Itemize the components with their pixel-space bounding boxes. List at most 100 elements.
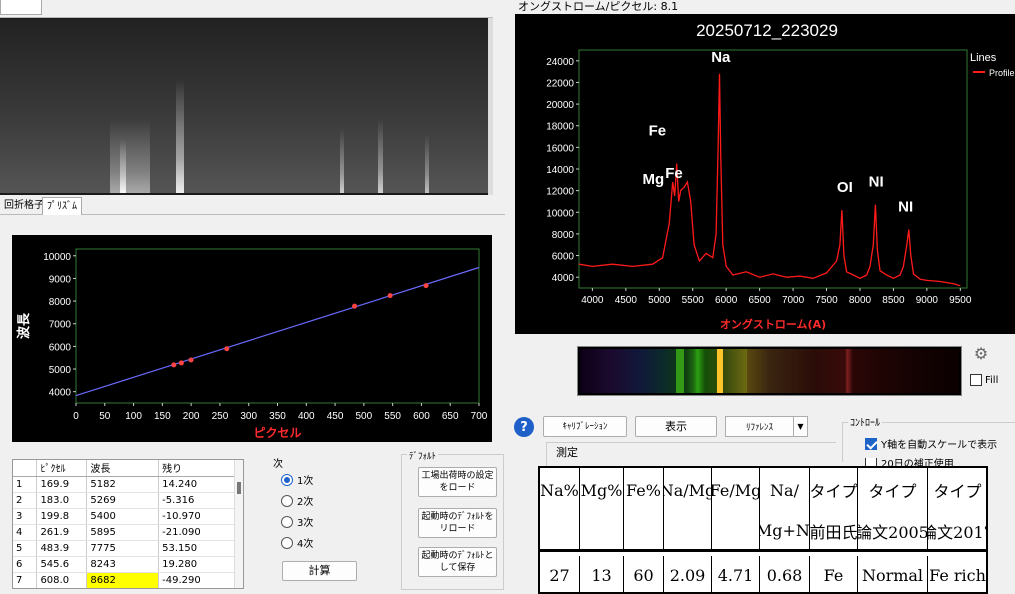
table-cell[interactable]: 5269 bbox=[86, 492, 160, 509]
radio-dot[interactable] bbox=[281, 515, 293, 528]
table-row[interactable]: 2 183.0 5269 -5.316 bbox=[13, 492, 235, 509]
table-cell[interactable]: 53.150 bbox=[158, 540, 235, 557]
chevron-down-icon[interactable]: ▼ bbox=[793, 417, 807, 436]
radio-label: 4次 bbox=[297, 539, 314, 550]
x-tick-label: 9000 bbox=[916, 295, 939, 306]
checkbox-box[interactable] bbox=[865, 437, 877, 450]
legend-title: Lines bbox=[970, 52, 997, 64]
y-tick-label: 6000 bbox=[552, 252, 575, 263]
radio-dot[interactable] bbox=[281, 536, 293, 549]
table-cell[interactable]: 483.9 bbox=[36, 540, 88, 557]
measurement-cell: Normal bbox=[858, 556, 928, 592]
reload-startup-defaults-button[interactable]: 起動時のﾃﾞﾌｫﾙﾄをリロード bbox=[418, 508, 497, 538]
display-button[interactable]: 表示 bbox=[635, 416, 717, 437]
order-option-4[interactable]: 4次 bbox=[281, 532, 313, 553]
table-cell[interactable]: 199.8 bbox=[36, 508, 88, 525]
tab-grating[interactable]: 回折格子 bbox=[4, 200, 44, 211]
table-cell[interactable]: 3 bbox=[13, 508, 38, 525]
x-tick-label: 350 bbox=[269, 411, 286, 422]
table-row[interactable]: 7 608.0 8682 -49.290 bbox=[13, 572, 235, 588]
table-cell[interactable]: 608.0 bbox=[36, 572, 88, 588]
radio-label: 1次 bbox=[297, 476, 314, 487]
radio-dot[interactable] bbox=[281, 473, 293, 486]
y-axis-label: 波長 bbox=[16, 312, 32, 339]
help-icon[interactable]: ? bbox=[514, 417, 534, 437]
scrollbar-thumb[interactable] bbox=[237, 482, 241, 494]
column-header[interactable]: 残り bbox=[158, 460, 235, 477]
radio-dot[interactable] bbox=[281, 494, 293, 507]
measure-group bbox=[546, 442, 836, 466]
load-factory-defaults-button[interactable]: 工場出荷時の設定をロード bbox=[418, 467, 497, 497]
table-cell[interactable]: -5.316 bbox=[158, 492, 235, 509]
calibration-point bbox=[188, 357, 194, 363]
measurement-cell: Na% bbox=[540, 468, 580, 512]
x-tick-label: 400 bbox=[298, 411, 315, 422]
y-tick-label: 4000 bbox=[49, 388, 72, 399]
table-row[interactable]: 3 199.8 5400 -10.970 bbox=[13, 508, 235, 525]
table-cell[interactable]: 8682 bbox=[86, 572, 160, 588]
table-cell[interactable]: 7 bbox=[13, 572, 38, 588]
table-row[interactable]: 4 261.9 5895 -21.090 bbox=[13, 524, 235, 541]
table-row[interactable]: 5 483.9 7775 53.150 bbox=[13, 540, 235, 557]
calibration-point bbox=[423, 283, 429, 289]
fill-checkbox[interactable]: Fill bbox=[970, 374, 998, 386]
table-row[interactable]: 6 545.6 8243 19.280 bbox=[13, 556, 235, 573]
order-radio-group: 1次 2次 3次 4次 bbox=[281, 469, 313, 553]
y-tick-label: 12000 bbox=[546, 187, 574, 198]
fill-label: Fill bbox=[985, 374, 999, 386]
table-cell[interactable]: 169.9 bbox=[36, 476, 88, 493]
calibration-button[interactable]: ｷｬﾘﾌﾞﾚｰｼｮﾝ bbox=[543, 416, 627, 437]
fit-line bbox=[75, 266, 480, 397]
spectrum-image-view bbox=[0, 0, 493, 195]
table-cell[interactable]: 183.0 bbox=[36, 492, 88, 509]
plot-area bbox=[578, 49, 968, 289]
tab-prism[interactable]: ﾌﾟﾘｽﾞﾑ bbox=[42, 197, 82, 215]
column-header[interactable] bbox=[13, 460, 38, 477]
profile-series-line bbox=[578, 73, 961, 287]
table-cell[interactable]: 7775 bbox=[86, 540, 160, 557]
table-cell[interactable]: 4 bbox=[13, 524, 38, 541]
column-header[interactable]: 波長 bbox=[86, 460, 160, 477]
reference-label: ﾘﾌｧﾚﾝｽ bbox=[745, 423, 773, 433]
save-startup-defaults-button[interactable]: 起動時のﾃﾞﾌｫﾙﾄとして保存 bbox=[418, 547, 497, 577]
table-cell[interactable]: 261.9 bbox=[36, 524, 88, 541]
image-scrollbar[interactable] bbox=[488, 18, 493, 195]
x-tick-label: 50 bbox=[99, 411, 111, 422]
x-tick-label: 250 bbox=[212, 411, 229, 422]
table-cell[interactable]: 19.280 bbox=[158, 556, 235, 573]
table-cell[interactable]: 8243 bbox=[86, 556, 160, 573]
table-cell[interactable]: 545.6 bbox=[36, 556, 88, 573]
auto-scale-checkbox[interactable]: Y軸を自動スケールで表示 bbox=[865, 436, 997, 451]
reference-dropdown[interactable]: ﾘﾌｧﾚﾝｽ ▼ bbox=[725, 416, 808, 437]
table-cell[interactable]: 1 bbox=[13, 476, 38, 493]
y-tick-label: 18000 bbox=[546, 122, 574, 133]
measurement-cell: 27 bbox=[540, 556, 580, 592]
x-tick-label: 6000 bbox=[715, 295, 738, 306]
measurement-cell: 60 bbox=[624, 556, 664, 592]
table-cell[interactable]: 6 bbox=[13, 556, 38, 573]
checkbox-box[interactable] bbox=[970, 374, 982, 386]
table-scrollbar[interactable] bbox=[234, 460, 243, 588]
correction-checkbox[interactable]: 20日の補正使用 bbox=[865, 458, 954, 467]
checkbox-box[interactable] bbox=[865, 458, 877, 467]
column-header[interactable]: ﾋﾟｸｾﾙ bbox=[36, 460, 88, 477]
synthetic-spectrum-strip bbox=[577, 346, 962, 396]
table-cell[interactable]: 14.240 bbox=[158, 476, 235, 493]
image-tab[interactable] bbox=[0, 0, 42, 15]
table-row[interactable]: 1 169.9 5182 14.240 bbox=[13, 476, 235, 493]
table-cell[interactable]: 2 bbox=[13, 492, 38, 509]
settings-gear-icon[interactable]: ⚙ bbox=[973, 343, 989, 363]
table-cell[interactable]: 5895 bbox=[86, 524, 160, 541]
table-cell[interactable]: -49.290 bbox=[158, 572, 235, 588]
y-tick-label: 9000 bbox=[49, 274, 72, 285]
order-option-1[interactable]: 1次 bbox=[281, 469, 313, 490]
order-option-2[interactable]: 2次 bbox=[281, 490, 313, 511]
order-option-3[interactable]: 3次 bbox=[281, 511, 313, 532]
table-cell[interactable]: -21.090 bbox=[158, 524, 235, 541]
table-cell[interactable]: 5400 bbox=[86, 508, 160, 525]
table-cell[interactable]: 5 bbox=[13, 540, 38, 557]
table-cell[interactable]: -10.970 bbox=[158, 508, 235, 525]
table-cell[interactable]: 5182 bbox=[86, 476, 160, 493]
table-header-row: ﾋﾟｸｾﾙ 波長 残り bbox=[13, 460, 235, 477]
calculate-button[interactable]: 計算 bbox=[282, 561, 357, 581]
